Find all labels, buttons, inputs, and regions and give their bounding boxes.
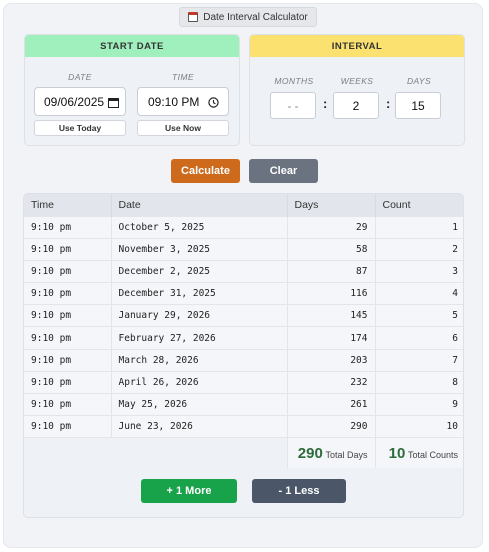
time-cell: 9:10 pm (24, 304, 112, 327)
time-cell: 9:10 pm (24, 415, 112, 438)
column-header-days: Days (287, 194, 376, 216)
table-row: 9:10 pm December 2, 2025 87 3 (24, 259, 463, 283)
use-today-button[interactable]: Use Today (34, 120, 126, 136)
count-cell: 10 (375, 415, 463, 438)
clear-button[interactable]: Clear (249, 159, 318, 183)
days-cell: 232 (287, 370, 376, 394)
table-row: 9:10 pm October 5, 2025 29 1 (24, 215, 463, 239)
days-cell: 174 (287, 326, 376, 350)
days-cell: 58 (287, 237, 376, 261)
column-header-time: Time (24, 194, 112, 216)
interval-header: INTERVAL (250, 35, 464, 57)
time-value: 09:10 PM (148, 94, 200, 109)
totals-row: 290 Total Days 10 Total Counts (24, 437, 463, 468)
date-value: 09/06/2025 (44, 94, 105, 109)
months-label: MONTHS (274, 76, 314, 86)
total-days: 290 Total Days (286, 437, 376, 468)
total-counts-value: 10 (388, 444, 406, 462)
use-now-button[interactable]: Use Now (137, 120, 229, 136)
date-cell: December 2, 2025 (111, 259, 288, 283)
time-cell: 9:10 pm (24, 215, 112, 239)
days-cell: 261 (287, 392, 376, 416)
app-title-text: Date Interval Calculator (203, 11, 308, 23)
date-label: DATE (68, 72, 92, 82)
results-table: Time Date Days Count 9:10 pm October 5, 2… (24, 194, 463, 468)
table-row: 9:10 pm April 26, 2026 232 8 (24, 370, 463, 394)
weeks-days-separator: : (386, 96, 391, 111)
days-cell: 203 (287, 348, 376, 372)
table-row: 9:10 pm January 29, 2026 145 5 (24, 304, 463, 327)
totals-spacer (24, 437, 287, 468)
count-cell: 5 (375, 304, 463, 327)
clock-icon[interactable] (208, 97, 219, 108)
count-cell: 4 (375, 282, 463, 305)
results-table-panel: Time Date Days Count 9:10 pm October 5, 2… (23, 193, 464, 518)
calendar-picker-icon[interactable] (108, 97, 119, 108)
total-counts-label: Total Counts (407, 449, 458, 460)
date-cell: November 3, 2025 (111, 237, 288, 261)
start-date-header: START DATE (25, 35, 239, 57)
weeks-label: WEEKS (340, 76, 374, 86)
days-cell: 145 (287, 304, 376, 327)
date-cell: October 5, 2025 (111, 215, 288, 239)
interval-panel: INTERVAL MONTHS WEEKS DAYS (249, 34, 465, 146)
date-cell: December 31, 2025 (111, 282, 288, 305)
days-cell: 116 (287, 282, 376, 305)
time-cell: 9:10 pm (24, 326, 112, 350)
table-body: 9:10 pm October 5, 2025 29 1 9:10 pm November… (24, 215, 463, 438)
table-row: 9:10 pm November 3, 2025 58 2 (24, 237, 463, 261)
time-cell: 9:10 pm (24, 370, 112, 394)
date-input[interactable]: 09/06/2025 (34, 87, 126, 116)
table-row: 9:10 pm December 31, 2025 116 4 (24, 282, 463, 305)
days-cell: 29 (287, 215, 376, 239)
total-days-label: Total Days (325, 449, 368, 460)
months-weeks-separator: : (323, 96, 328, 111)
time-cell: 9:10 pm (24, 259, 112, 283)
time-label: TIME (172, 72, 194, 82)
add-one-more-button[interactable]: + 1 More (141, 479, 237, 503)
total-counts: 10 Total Counts (375, 437, 463, 468)
date-cell: June 23, 2026 (111, 415, 288, 438)
count-cell: 7 (375, 348, 463, 372)
days-cell: 87 (287, 259, 376, 283)
column-header-date: Date (111, 194, 288, 216)
time-cell: 9:10 pm (24, 392, 112, 416)
time-cell: 9:10 pm (24, 237, 112, 261)
table-row: 9:10 pm May 25, 2026 261 9 (24, 392, 463, 416)
app-title: Date Interval Calculator (179, 7, 317, 27)
days-label: DAYS (406, 76, 432, 86)
table-row: 9:10 pm June 23, 2026 290 10 (24, 415, 463, 438)
count-cell: 3 (375, 259, 463, 283)
count-cell: 6 (375, 326, 463, 350)
calculate-button[interactable]: Calculate (171, 159, 240, 183)
column-header-count: Count (375, 194, 463, 216)
days-input[interactable]: 15 (395, 92, 441, 119)
time-cell: 9:10 pm (24, 348, 112, 372)
count-cell: 9 (375, 392, 463, 416)
count-cell: 2 (375, 237, 463, 261)
start-date-panel: START DATE DATE TIME 09/06/2025 09:10 PM… (24, 34, 240, 146)
days-cell: 290 (287, 415, 376, 438)
calendar-icon (188, 12, 199, 22)
remove-one-less-button[interactable]: - 1 Less (252, 479, 346, 503)
table-row: 9:10 pm February 27, 2026 174 6 (24, 326, 463, 350)
weeks-input[interactable]: 2 (333, 92, 379, 119)
count-cell: 8 (375, 370, 463, 394)
date-cell: February 27, 2026 (111, 326, 288, 350)
total-days-value: 290 (297, 444, 323, 462)
time-cell: 9:10 pm (24, 282, 112, 305)
table-header-row: Time Date Days Count (24, 194, 463, 216)
time-input[interactable]: 09:10 PM (137, 87, 229, 116)
count-cell: 1 (375, 215, 463, 239)
date-cell: March 28, 2026 (111, 348, 288, 372)
date-cell: January 29, 2026 (111, 304, 288, 327)
months-input[interactable]: - - (270, 92, 316, 119)
table-row: 9:10 pm March 28, 2026 203 7 (24, 348, 463, 372)
date-cell: April 26, 2026 (111, 370, 288, 394)
date-cell: May 25, 2026 (111, 392, 288, 416)
